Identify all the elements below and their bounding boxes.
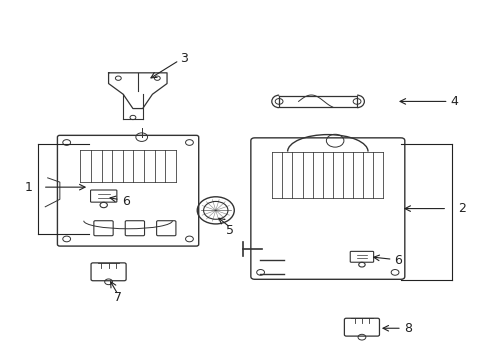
Text: 8: 8 bbox=[404, 322, 412, 335]
FancyBboxPatch shape bbox=[94, 221, 113, 236]
Text: 6: 6 bbox=[122, 195, 129, 208]
Text: 6: 6 bbox=[394, 254, 402, 267]
FancyBboxPatch shape bbox=[344, 318, 379, 336]
Text: 3: 3 bbox=[180, 52, 188, 65]
FancyBboxPatch shape bbox=[57, 135, 199, 246]
FancyBboxPatch shape bbox=[251, 138, 405, 279]
Text: 2: 2 bbox=[458, 202, 466, 215]
Text: 5: 5 bbox=[226, 224, 234, 237]
Text: 1: 1 bbox=[24, 181, 32, 194]
Text: 7: 7 bbox=[114, 291, 122, 305]
Text: 4: 4 bbox=[451, 95, 459, 108]
FancyBboxPatch shape bbox=[91, 190, 117, 202]
FancyBboxPatch shape bbox=[91, 263, 126, 281]
FancyBboxPatch shape bbox=[157, 221, 176, 236]
FancyBboxPatch shape bbox=[125, 221, 145, 236]
FancyBboxPatch shape bbox=[350, 251, 374, 262]
